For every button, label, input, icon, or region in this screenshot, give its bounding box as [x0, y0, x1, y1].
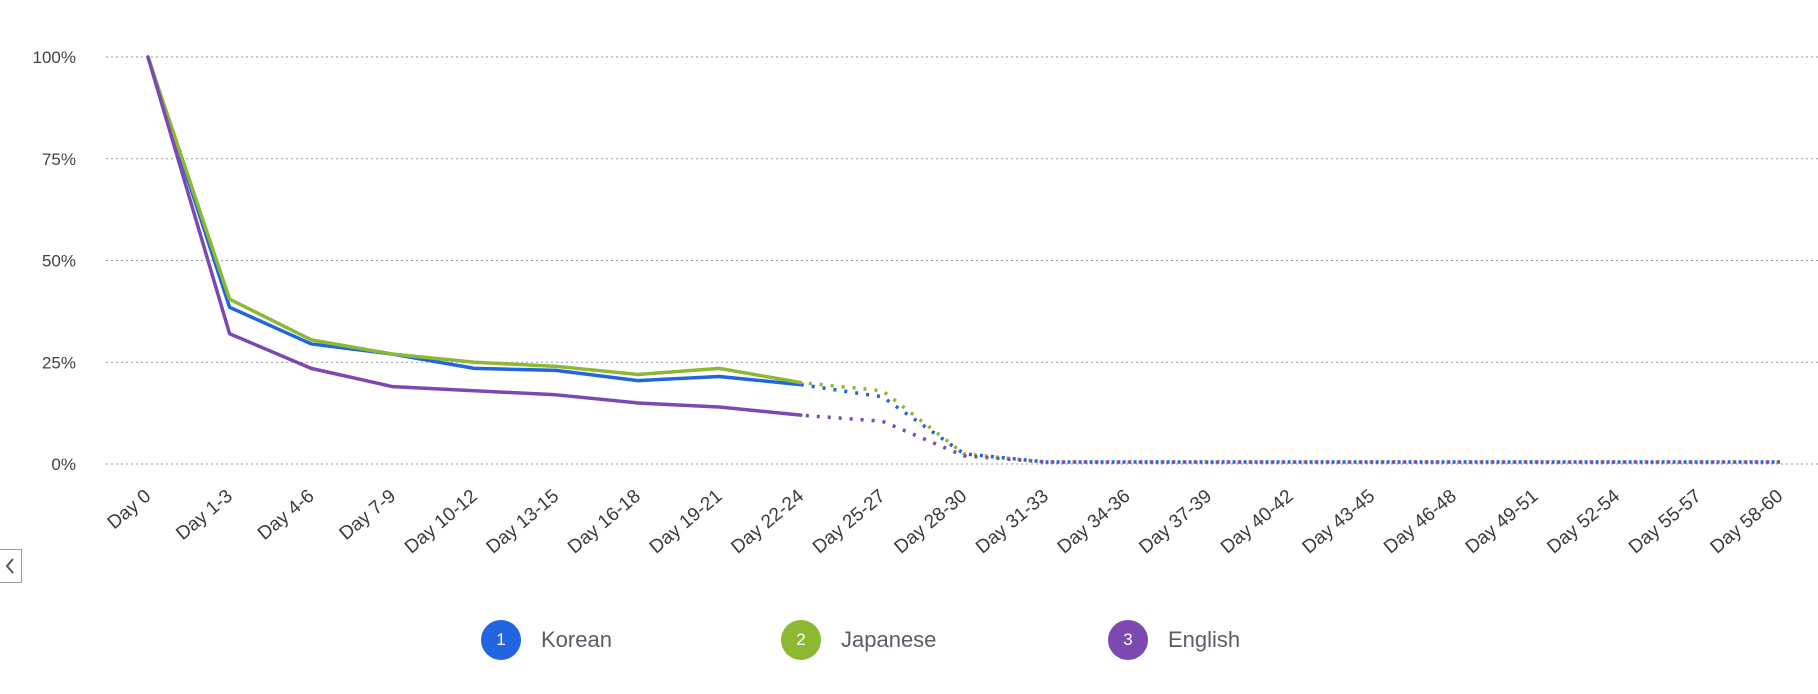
y-tick-label: 100% [33, 48, 76, 67]
x-tick-label: Day 49-51 [1462, 486, 1543, 558]
x-tick-label: Day 28-30 [891, 486, 972, 558]
x-tick-label: Day 40-42 [1217, 486, 1298, 558]
series-korean [146, 55, 1781, 464]
y-tick-label: 25% [42, 353, 76, 372]
x-tick-label: Day 58-60 [1707, 486, 1788, 558]
x-tick-label: Day 31-33 [972, 486, 1053, 558]
grid-lines [106, 56, 1818, 465]
series-line-projected [800, 380, 1780, 464]
legend-item-korean[interactable]: 1 Korean [481, 620, 612, 660]
x-tick-label: Day 10-12 [401, 486, 482, 558]
x-tick-label: Day 46-48 [1380, 486, 1461, 558]
x-tick-label: Day 7-9 [336, 486, 400, 545]
x-tick-label: Day 52-54 [1543, 485, 1624, 558]
series-japanese [146, 55, 1781, 464]
chevron-left-icon [5, 558, 14, 574]
x-tick-label: Day 55-57 [1625, 486, 1706, 558]
retention-line-chart: 0% 25% 50% 75% 100% Day 0 Day 1-3 Day 4-6 Day 7… [33, 48, 1818, 558]
series-line-projected [800, 382, 1780, 464]
legend-label: Japanese [841, 627, 937, 652]
y-tick-label: 50% [42, 252, 76, 271]
series-line-projected [800, 413, 1780, 464]
collapse-panel-button[interactable] [0, 549, 22, 583]
x-tick-label: Day 0 [104, 486, 156, 534]
x-tick-label: Day 4-6 [254, 486, 318, 545]
x-tick-label: Day 34-36 [1054, 486, 1135, 558]
x-tick-label: Day 37-39 [1135, 486, 1216, 558]
x-tick-label: Day 1-3 [172, 486, 236, 545]
x-tick-label: Day 19-21 [646, 486, 727, 558]
x-tick-label: Day 22-24 [727, 485, 808, 558]
series-line-actual [146, 55, 803, 387]
legend-number-badge: 1 [481, 620, 521, 660]
y-tick-label: 75% [42, 150, 76, 169]
x-axis: Day 0 Day 1-3 Day 4-6 Day 7-9 Day 10-12 Day 1… [104, 485, 1788, 558]
legend-label: English [1168, 627, 1241, 652]
y-tick-label: 0% [51, 455, 76, 474]
legend-item-english[interactable]: 3 English [1108, 620, 1240, 660]
x-tick-label: Day 25-27 [809, 486, 890, 558]
y-axis: 0% 25% 50% 75% 100% [33, 48, 76, 474]
legend-number-badge: 2 [781, 620, 821, 660]
x-tick-label: Day 16-18 [564, 486, 645, 558]
legend-label: Korean [541, 627, 612, 652]
chart-legend: 1 Korean 2 Japanese 3 English [0, 620, 1818, 664]
legend-item-japanese[interactable]: 2 Japanese [781, 620, 936, 660]
series-line-actual [146, 55, 803, 385]
legend-number-badge: 3 [1108, 620, 1148, 660]
x-tick-label: Day 43-45 [1299, 486, 1380, 558]
series-english [146, 55, 1781, 464]
x-tick-label: Day 13-15 [483, 486, 564, 558]
series-lines [146, 55, 1781, 464]
